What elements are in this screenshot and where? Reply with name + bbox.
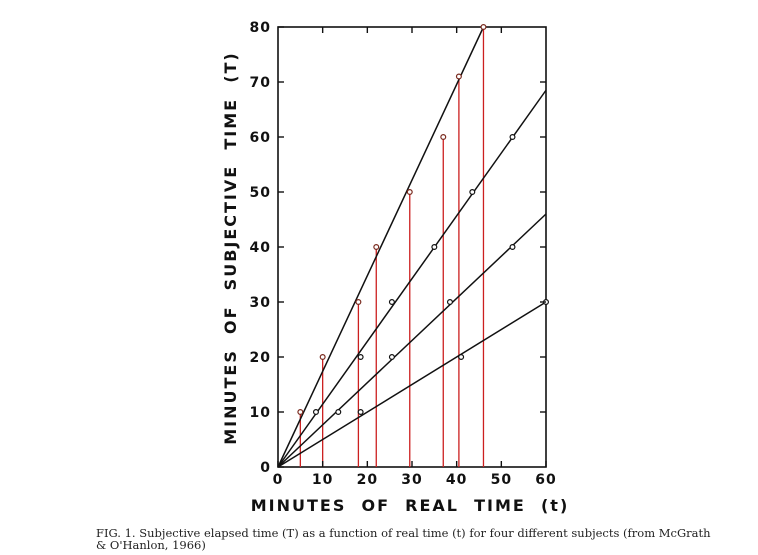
fit-line <box>277 213 547 468</box>
x-tick-label: 50 <box>491 472 512 488</box>
x-tick-label: 60 <box>535 472 556 488</box>
x-tick-label: 20 <box>357 472 378 488</box>
caption-label: FIG. 1. <box>96 526 136 540</box>
data-point <box>319 354 326 361</box>
plot-area <box>277 26 547 468</box>
y-tick-label: 20 <box>250 350 271 366</box>
data-point <box>297 409 304 416</box>
fit-line <box>277 301 547 468</box>
x-tick-label: 30 <box>401 472 422 488</box>
data-point <box>357 354 364 361</box>
data-point <box>469 189 476 196</box>
data-points <box>297 24 549 416</box>
y-axis-title: MINUTES OF SUBJECTIVE TIME (T) <box>221 51 240 445</box>
data-point <box>373 244 380 251</box>
data-point <box>455 73 462 80</box>
y-tick-label: 40 <box>250 240 271 256</box>
data-point <box>388 354 395 361</box>
x-axis: 0 10 20 30 40 50 60 <box>273 27 556 488</box>
data-point <box>509 134 516 141</box>
y-tick-label: 30 <box>250 295 271 311</box>
data-point <box>357 409 364 416</box>
data-point <box>355 299 362 306</box>
data-point <box>406 189 413 196</box>
fit-line <box>277 26 485 468</box>
y-axis: 0 10 20 30 40 50 60 70 80 <box>250 20 546 476</box>
x-tick-label: 0 <box>273 472 284 488</box>
x-axis-title: MINUTES OF REAL TIME (t) <box>251 496 570 515</box>
y-tick-label: 60 <box>250 130 271 146</box>
x-tick-label: 10 <box>312 472 333 488</box>
fit-line <box>277 89 547 468</box>
y-tick-label: 70 <box>250 75 271 91</box>
y-tick-label: 0 <box>260 460 271 476</box>
data-point <box>431 244 438 251</box>
data-point <box>440 134 447 141</box>
plot-frame <box>277 26 547 468</box>
data-point <box>509 244 516 251</box>
fit-lines <box>277 26 547 468</box>
data-point <box>446 299 453 306</box>
data-point <box>335 409 342 416</box>
x-tick-label: 40 <box>446 472 467 488</box>
data-point <box>312 409 319 416</box>
y-tick-label: 10 <box>250 405 271 421</box>
data-point <box>388 299 395 306</box>
data-point <box>480 24 487 31</box>
y-tick-label: 50 <box>250 185 271 201</box>
caption-text: Subjective elapsed time (T) as a functio… <box>96 526 711 552</box>
y-tick-label: 80 <box>250 20 271 36</box>
figure-caption: FIG. 1. Subjective elapsed time (T) as a… <box>96 527 716 551</box>
data-point <box>458 354 465 361</box>
drop-lines <box>299 27 485 467</box>
